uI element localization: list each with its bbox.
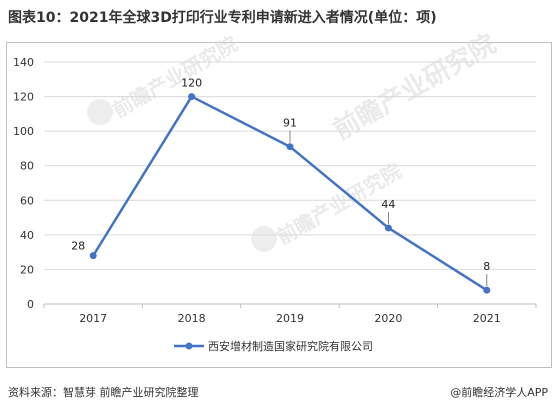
data-label: 8: [483, 260, 490, 273]
data-point: [483, 286, 491, 294]
legend-marker-icon: [185, 342, 193, 350]
watermark-logo-icon: [251, 226, 277, 252]
y-tick-label: 100: [13, 125, 34, 138]
y-tick-label: 20: [20, 263, 34, 276]
grid-lines: [44, 61, 536, 305]
x-tick-label: 2021: [473, 312, 501, 325]
x-axis: 2017 2018 2019 2020 2021: [43, 304, 537, 325]
data-label: 44: [381, 198, 395, 211]
credit-note: @前瞻经济学人APP: [450, 386, 548, 399]
y-tick-label: 40: [20, 229, 34, 242]
data-label: 120: [181, 77, 202, 90]
watermark-text: 前瞻产业研究院: [328, 28, 501, 146]
watermark-text: 前瞻产业研究院: [109, 32, 242, 123]
data-point: [384, 224, 392, 232]
y-tick-label: 0: [27, 298, 34, 311]
data-label: 28: [71, 240, 85, 253]
data-point: [188, 93, 196, 101]
data-point: [89, 252, 97, 260]
legend: 西安增材制造国家研究院有限公司: [174, 339, 373, 353]
y-tick-label: 60: [20, 194, 34, 207]
x-tick-label: 2017: [79, 312, 107, 325]
y-tick-label: 140: [13, 56, 34, 69]
chart-frame: [6, 42, 552, 368]
x-tick-label: 2020: [374, 312, 402, 325]
y-tick-label: 120: [13, 91, 34, 104]
watermark-logo-icon: [87, 99, 113, 125]
data-point: [286, 143, 294, 151]
data-label: 91: [283, 117, 297, 130]
y-axis: 0 20 40 60 80 100 120 140: [13, 56, 34, 311]
chart-title: 图表10：2021年全球3D打印行业专利申请新进入者情况(单位：项): [8, 10, 437, 26]
x-tick-label: 2019: [276, 312, 304, 325]
source-note: 资料来源：智慧芽 前瞻产业研究院整理: [8, 386, 199, 399]
legend-label: 西安增材制造国家研究院有限公司: [208, 339, 373, 353]
y-tick-label: 80: [20, 160, 34, 173]
x-tick-label: 2018: [178, 312, 206, 325]
series-layer: 28 120 91 44 8: [71, 77, 491, 294]
